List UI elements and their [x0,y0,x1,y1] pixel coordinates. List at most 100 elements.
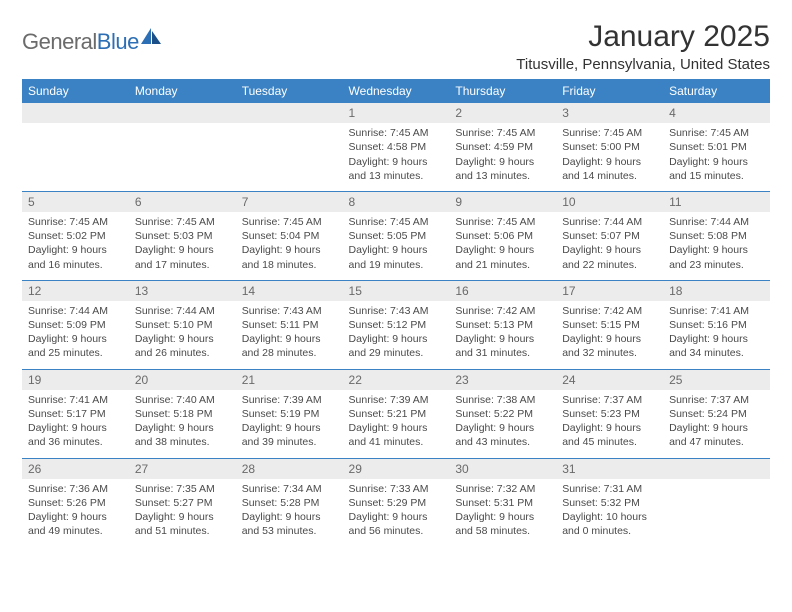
calendar-day-cell: 5Sunrise: 7:45 AMSunset: 5:02 PMDaylight… [22,191,129,280]
sunset-text: Sunset: 5:27 PM [135,496,230,510]
day-number: 28 [236,459,343,479]
sunset-text: Sunset: 4:58 PM [349,140,444,154]
sunrise-text: Sunrise: 7:43 AM [242,304,337,318]
sunrise-text: Sunrise: 7:33 AM [349,482,444,496]
calendar-day-cell: 14Sunrise: 7:43 AMSunset: 5:11 PMDayligh… [236,280,343,369]
daylight-text: Daylight: 9 hours and 16 minutes. [28,243,123,271]
calendar-day-cell: 17Sunrise: 7:42 AMSunset: 5:15 PMDayligh… [556,280,663,369]
calendar-day-cell: 13Sunrise: 7:44 AMSunset: 5:10 PMDayligh… [129,280,236,369]
calendar-day-cell [129,103,236,191]
daylight-text: Daylight: 9 hours and 17 minutes. [135,243,230,271]
daylight-text: Daylight: 9 hours and 39 minutes. [242,421,337,449]
sunset-text: Sunset: 5:24 PM [669,407,764,421]
calendar-day-cell: 4Sunrise: 7:45 AMSunset: 5:01 PMDaylight… [663,103,770,191]
calendar-day-cell: 25Sunrise: 7:37 AMSunset: 5:24 PMDayligh… [663,369,770,458]
sunset-text: Sunset: 5:23 PM [562,407,657,421]
sunrise-text: Sunrise: 7:45 AM [349,126,444,140]
calendar-day-cell: 30Sunrise: 7:32 AMSunset: 5:31 PMDayligh… [449,458,556,546]
day-number: 22 [343,370,450,390]
calendar-day-cell: 7Sunrise: 7:45 AMSunset: 5:04 PMDaylight… [236,191,343,280]
calendar-page: GeneralBlue January 2025 Titusville, Pen… [0,0,792,566]
calendar-day-cell: 24Sunrise: 7:37 AMSunset: 5:23 PMDayligh… [556,369,663,458]
daylight-text: Daylight: 9 hours and 19 minutes. [349,243,444,271]
sunset-text: Sunset: 5:16 PM [669,318,764,332]
weekday-header: Sunday [22,79,129,103]
daylight-text: Daylight: 9 hours and 41 minutes. [349,421,444,449]
day-number: 14 [236,281,343,301]
calendar-day-cell: 10Sunrise: 7:44 AMSunset: 5:07 PMDayligh… [556,191,663,280]
day-number: 25 [663,370,770,390]
brand-part2: Blue [97,29,139,54]
daylight-text: Daylight: 9 hours and 32 minutes. [562,332,657,360]
weekday-header: Monday [129,79,236,103]
calendar-day-cell: 19Sunrise: 7:41 AMSunset: 5:17 PMDayligh… [22,369,129,458]
sunrise-text: Sunrise: 7:40 AM [135,393,230,407]
sunset-text: Sunset: 5:13 PM [455,318,550,332]
daylight-text: Daylight: 9 hours and 51 minutes. [135,510,230,538]
day-number: 26 [22,459,129,479]
sunset-text: Sunset: 5:00 PM [562,140,657,154]
sunset-text: Sunset: 5:05 PM [349,229,444,243]
sunset-text: Sunset: 5:26 PM [28,496,123,510]
day-number: 27 [129,459,236,479]
day-number: 8 [343,192,450,212]
sunrise-text: Sunrise: 7:39 AM [242,393,337,407]
sunrise-text: Sunrise: 7:45 AM [349,215,444,229]
daylight-text: Daylight: 9 hours and 14 minutes. [562,155,657,183]
location-text: Titusville, Pennsylvania, United States [516,56,770,73]
day-number: 11 [663,192,770,212]
calendar-day-cell: 21Sunrise: 7:39 AMSunset: 5:19 PMDayligh… [236,369,343,458]
sunset-text: Sunset: 5:18 PM [135,407,230,421]
day-number: 30 [449,459,556,479]
day-number: 24 [556,370,663,390]
sunrise-text: Sunrise: 7:45 AM [28,215,123,229]
daylight-text: Daylight: 9 hours and 22 minutes. [562,243,657,271]
day-number: 4 [663,103,770,123]
day-number: 10 [556,192,663,212]
sunrise-text: Sunrise: 7:44 AM [135,304,230,318]
calendar-day-cell: 20 Sunrise: 7:40 AMSunset: 5:18 PMDayligh… [129,369,236,458]
day-number: 13 [129,281,236,301]
calendar-table: SundayMondayTuesdayWednesdayThursdayFrid… [22,79,770,546]
daylight-text: Daylight: 9 hours and 18 minutes. [242,243,337,271]
sunrise-text: Sunrise: 7:45 AM [455,126,550,140]
sunset-text: Sunset: 5:15 PM [562,318,657,332]
day-number: 23 [449,370,556,390]
calendar-day-cell: 1Sunrise: 7:45 AMSunset: 4:58 PMDaylight… [343,103,450,191]
calendar-day-cell: 12Sunrise: 7:44 AMSunset: 5:09 PMDayligh… [22,280,129,369]
brand-name: GeneralBlue [22,29,139,55]
calendar-header-row: SundayMondayTuesdayWednesdayThursdayFrid… [22,79,770,103]
sunrise-text: Sunrise: 7:31 AM [562,482,657,496]
sunrise-text: Sunrise: 7:32 AM [455,482,550,496]
calendar-day-cell: 15Sunrise: 7:43 AMSunset: 5:12 PMDayligh… [343,280,450,369]
sunset-text: Sunset: 5:12 PM [349,318,444,332]
daylight-text: Daylight: 9 hours and 38 minutes. [135,421,230,449]
sunrise-text: Sunrise: 7:44 AM [28,304,123,318]
daylight-text: Daylight: 9 hours and 29 minutes. [349,332,444,360]
sunset-text: Sunset: 5:17 PM [28,407,123,421]
day-number [236,103,343,123]
sunset-text: Sunset: 5:21 PM [349,407,444,421]
sunrise-text: Sunrise: 7:45 AM [455,215,550,229]
sunrise-text: Sunrise: 7:42 AM [455,304,550,318]
daylight-text: Daylight: 10 hours and 0 minutes. [562,510,657,538]
daylight-text: Daylight: 9 hours and 26 minutes. [135,332,230,360]
day-number: 20 [129,370,236,390]
sunset-text: Sunset: 5:28 PM [242,496,337,510]
sunset-text: Sunset: 5:06 PM [455,229,550,243]
daylight-text: Daylight: 9 hours and 31 minutes. [455,332,550,360]
sunset-text: Sunset: 5:07 PM [562,229,657,243]
weekday-header: Wednesday [343,79,450,103]
day-number: 12 [22,281,129,301]
calendar-day-cell: 26Sunrise: 7:36 AMSunset: 5:26 PMDayligh… [22,458,129,546]
daylight-text: Daylight: 9 hours and 34 minutes. [669,332,764,360]
sunrise-text: Sunrise: 7:45 AM [135,215,230,229]
calendar-day-cell: 2Sunrise: 7:45 AMSunset: 4:59 PMDaylight… [449,103,556,191]
calendar-week-row: 5Sunrise: 7:45 AMSunset: 5:02 PMDaylight… [22,191,770,280]
sunset-text: Sunset: 5:22 PM [455,407,550,421]
daylight-text: Daylight: 9 hours and 21 minutes. [455,243,550,271]
day-number [129,103,236,123]
sunrise-text: Sunrise: 7:44 AM [669,215,764,229]
calendar-day-cell [236,103,343,191]
sunrise-text: Sunrise: 7:42 AM [562,304,657,318]
